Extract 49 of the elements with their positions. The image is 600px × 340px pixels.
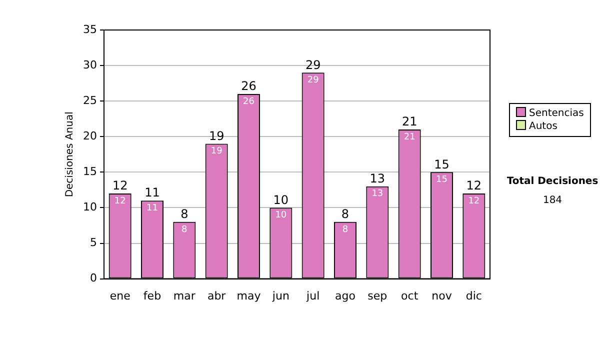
text: Total Decisiones (506, 175, 600, 189)
x-tick-label: sep (368, 289, 388, 302)
y-tick-label: 30 (82, 58, 97, 72)
total-label: 29 (305, 58, 321, 72)
total-label: 12 (112, 178, 128, 193)
x-tick-label: feb (143, 289, 162, 302)
data-label: 26 (243, 96, 255, 107)
x-tick-label: ago (335, 289, 356, 302)
data-label: 21 (404, 132, 416, 142)
y-tick-label: 35 (82, 22, 97, 36)
x-tick-label: nov (432, 289, 452, 302)
total-label: 11 (144, 186, 160, 200)
data-label: 10 (275, 210, 287, 221)
x-tick-label: abr (207, 289, 226, 302)
y-tick-label: 15 (82, 165, 97, 178)
data-label: 8 (342, 224, 348, 235)
data-label: 8 (182, 224, 188, 235)
total-label: 8 (180, 207, 188, 222)
y-tick-label: 20 (82, 129, 97, 142)
x-tick-label: dic (466, 289, 482, 302)
total-label: 10 (273, 192, 289, 207)
x-tick-label: mar (173, 289, 196, 302)
x-tick-label: ene (110, 289, 131, 302)
x-tick-label: jul (306, 289, 320, 302)
data-label: 13 (372, 189, 384, 200)
total-label: 12 (466, 178, 482, 193)
x-tick-label: may (236, 289, 262, 302)
total-label: 15 (434, 157, 450, 172)
data-label: 15 (436, 175, 448, 186)
legend-label: Autos (528, 120, 558, 133)
total-label: 26 (241, 79, 256, 94)
total-label: 13 (370, 172, 386, 186)
total-label: 19 (208, 128, 224, 143)
data-label: 11 (146, 203, 158, 214)
text: 184 (542, 194, 564, 208)
total-label: 8 (341, 207, 350, 222)
total-label: 21 (402, 114, 418, 129)
data-label: 19 (210, 146, 223, 157)
data-label: 29 (307, 75, 320, 86)
x-tick-label: jun (271, 289, 290, 302)
y-tick-label: 5 (90, 236, 97, 250)
y-axis-title: Decisiones Anual (64, 112, 76, 198)
legend-label: Sentencias (528, 107, 584, 120)
y-tick-label: 25 (82, 94, 97, 107)
y-tick-label: 0 (90, 272, 97, 285)
x-tick-label: oct (401, 289, 419, 302)
data-label: 12 (114, 196, 126, 206)
data-label: 12 (468, 196, 480, 206)
y-tick-label: 10 (82, 200, 97, 214)
